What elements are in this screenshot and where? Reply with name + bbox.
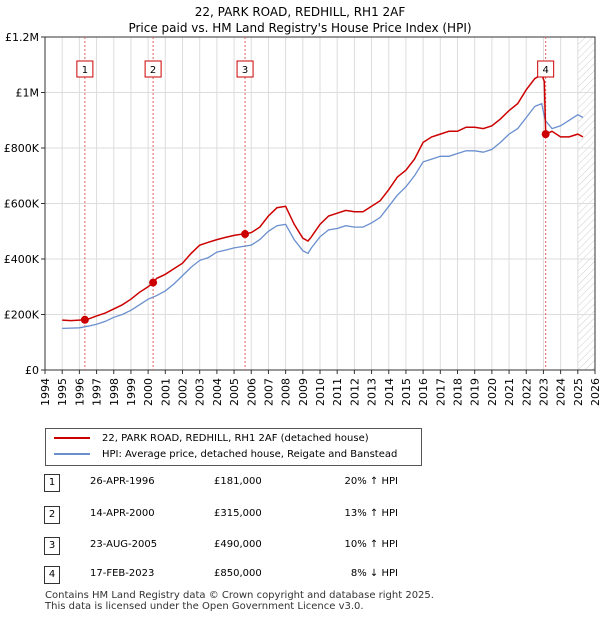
transaction-point [541, 130, 550, 139]
transaction-hpi-change: 20% ↑ HPI [344, 476, 398, 487]
footer-licence: This data is licensed under the Open Gov… [45, 601, 364, 612]
x-tick-label: 2013 [366, 378, 379, 406]
x-tick-label: 2010 [314, 378, 327, 406]
transaction-label-box [537, 60, 555, 78]
legend-item-property: 22, PARK ROAD, REDHILL, RH1 2AF (detache… [54, 432, 369, 446]
x-tick-label: 2000 [142, 378, 155, 406]
transaction-point [149, 278, 158, 287]
transaction-label-box [144, 60, 162, 78]
transaction-point [80, 315, 89, 324]
footer-copyright: Contains HM Land Registry data © Crown c… [45, 590, 434, 601]
legend-swatch-property [54, 437, 90, 439]
transaction-label-box [76, 60, 94, 78]
transaction-date: 14-APR-2000 [90, 508, 155, 519]
transaction-row: 1 26-APR-1996 £181,000 20% ↑ HPI [44, 474, 464, 492]
y-tick-label: £1M [16, 87, 40, 100]
transaction-label-number: 1 [82, 65, 88, 76]
transaction-label-box [236, 60, 254, 78]
x-tick-label: 2026 [589, 378, 600, 406]
transaction-row: 2 14-APR-2000 £315,000 13% ↑ HPI [44, 506, 464, 524]
transaction-hpi-change: 10% ↑ HPI [344, 539, 398, 550]
transaction-date: 23-AUG-2005 [90, 539, 158, 550]
title-address: 22, PARK ROAD, REDHILL, RH1 2AF [194, 5, 406, 19]
y-tick-label: £600K [4, 198, 40, 211]
x-tick-label: 2012 [348, 378, 361, 406]
x-tick-label: 2022 [520, 378, 533, 406]
transaction-lines [84, 37, 547, 370]
x-tick-label: 2006 [245, 378, 258, 406]
transaction-label-number: 4 [542, 65, 548, 76]
series-lines [62, 73, 584, 330]
x-tick-label: 1995 [56, 378, 69, 406]
x-tick-label: 2025 [572, 378, 585, 406]
y-tick-label: £400K [4, 253, 40, 266]
x-axis-ticks: 1994 1995 1996 1997 1998 1999 2000 2001 2002 2003… [39, 370, 600, 406]
legend-label-hpi: HPI: Average price, detached house, Reig… [102, 449, 398, 460]
x-tick-label: 2007 [262, 378, 275, 406]
transaction-price: £490,000 [214, 539, 262, 550]
x-tick-label: 2019 [469, 378, 482, 406]
x-tick-label: 1997 [91, 378, 104, 406]
y-tick-label: £0 [25, 364, 39, 377]
legend: 22, PARK ROAD, REDHILL, RH1 2AF (detache… [45, 428, 422, 466]
x-tick-label: 2002 [177, 378, 190, 406]
x-tick-label: 2015 [400, 378, 413, 406]
x-tick-label: 2005 [228, 378, 241, 406]
transaction-hpi-change: 8% ↓ HPI [350, 568, 398, 579]
grid [44, 36, 596, 371]
legend-label-property: 22, PARK ROAD, REDHILL, RH1 2AF (detache… [102, 433, 369, 444]
x-tick-label: 1999 [125, 378, 138, 406]
transaction-point [241, 230, 250, 239]
transaction-label-number: 2 [150, 65, 156, 76]
x-tick-label: 2011 [331, 378, 344, 406]
title-subtitle: Price paid vs. HM Land Registry's House … [128, 21, 472, 35]
legend-swatch-hpi [54, 453, 90, 455]
transaction-date: 26-APR-1996 [90, 476, 155, 487]
transaction-number: 2 [44, 506, 60, 524]
x-tick-label: 2014 [383, 378, 396, 406]
legend-item-hpi: HPI: Average price, detached house, Reig… [54, 448, 397, 462]
x-tick-label: 2018 [452, 378, 465, 406]
transaction-labels: 1 2 3 4 [76, 60, 555, 78]
x-tick-label: 2024 [555, 378, 568, 406]
x-tick-label: 2016 [417, 378, 430, 406]
transaction-price: £181,000 [214, 476, 262, 487]
transaction-price: £850,000 [214, 568, 262, 579]
x-tick-label: 2017 [434, 378, 447, 406]
x-tick-label: 2023 [537, 378, 550, 406]
transaction-hpi-change: 13% ↑ HPI [344, 508, 398, 519]
y-tick-label: £800K [4, 142, 40, 155]
y-axis-ticks: £0 £200K £400K £600K £800K £1M £1.2M [4, 31, 45, 377]
transaction-date: 17-FEB-2023 [90, 568, 155, 579]
y-tick-label: £1.2M [5, 31, 39, 44]
x-tick-label: 2003 [194, 378, 207, 406]
transaction-row: 4 17-FEB-2023 £850,000 8% ↓ HPI [44, 566, 464, 584]
chart-title: 22, PARK ROAD, REDHILL, RH1 2AF Price pa… [0, 4, 600, 36]
transaction-price: £315,000 [214, 508, 262, 519]
transaction-number: 1 [44, 474, 60, 492]
hpi-line [62, 102, 584, 330]
transaction-number: 3 [44, 537, 60, 555]
x-tick-label: 2004 [211, 378, 224, 406]
x-tick-label: 2021 [503, 378, 516, 406]
transaction-row: 3 23-AUG-2005 £490,000 10% ↑ HPI [44, 537, 464, 555]
transaction-number: 4 [44, 566, 60, 584]
transaction-label-number: 3 [242, 65, 248, 76]
x-tick-label: 2020 [486, 378, 499, 406]
x-tick-label: 1994 [39, 378, 52, 406]
x-tick-label: 1996 [73, 378, 86, 406]
x-tick-label: 2001 [159, 378, 172, 406]
property-price-line [62, 73, 584, 322]
footer: Contains HM Land Registry data © Crown c… [45, 590, 434, 612]
x-tick-label: 2008 [280, 378, 293, 406]
x-tick-label: 2009 [297, 378, 310, 406]
y-tick-label: £200K [4, 309, 40, 322]
transaction-points [80, 130, 550, 324]
x-tick-label: 1998 [108, 378, 121, 406]
